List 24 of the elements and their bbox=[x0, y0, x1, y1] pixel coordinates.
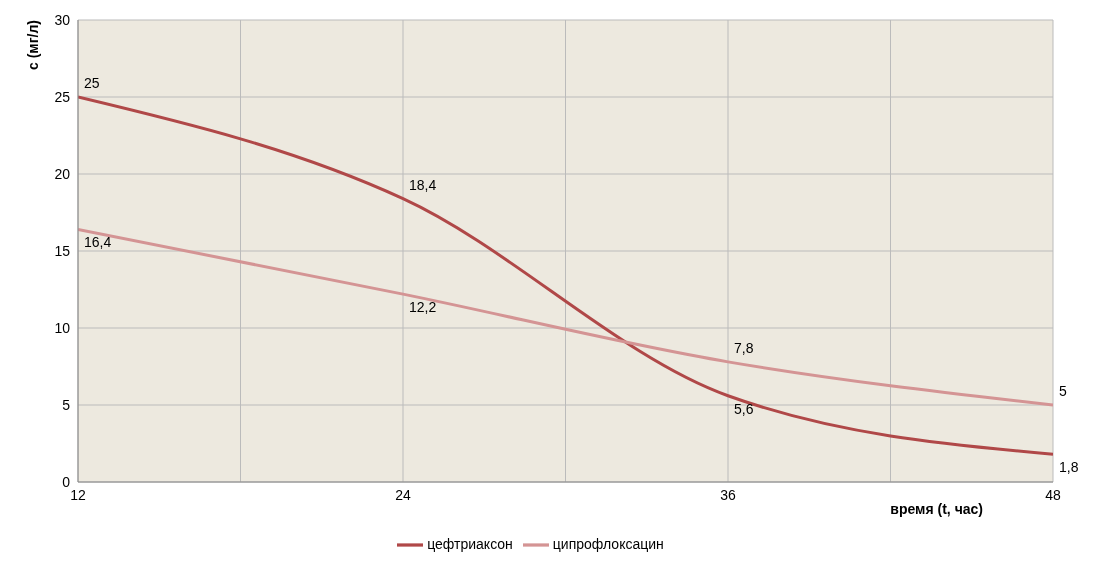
data-label: 12,2 bbox=[409, 299, 437, 316]
y-tick-label: 5 bbox=[62, 396, 71, 413]
data-label: 18,4 bbox=[409, 176, 437, 193]
x-tick-label: 12 bbox=[70, 486, 86, 503]
data-label: 25 bbox=[84, 75, 100, 91]
x-tick-label: 24 bbox=[395, 486, 411, 503]
y-tick-label: 15 bbox=[54, 242, 71, 259]
x-tick-label: 36 bbox=[720, 486, 736, 503]
data-label: 5,6 bbox=[734, 400, 754, 417]
y-tick-label: 30 bbox=[54, 11, 71, 28]
legend-label: ципрофлоксацин bbox=[552, 535, 664, 552]
y-tick-label: 10 bbox=[54, 319, 71, 336]
y-tick-label: 25 bbox=[54, 88, 71, 105]
y-tick-label: 20 bbox=[54, 165, 71, 182]
data-label: 1,8 bbox=[1059, 459, 1079, 476]
x-tick-label: 48 bbox=[1045, 486, 1061, 503]
data-label: 5 bbox=[1059, 383, 1067, 399]
line-series bbox=[78, 95, 1053, 456]
y-tick-label: 0 bbox=[62, 473, 71, 490]
data-label: 7,8 bbox=[734, 339, 754, 356]
data-label: 16,4 bbox=[84, 234, 112, 251]
legend-label: цефтриаксон bbox=[427, 535, 513, 552]
x-axis-title: время (t, час) bbox=[890, 500, 983, 517]
y-axis-title: с (мг/л) bbox=[24, 20, 41, 70]
